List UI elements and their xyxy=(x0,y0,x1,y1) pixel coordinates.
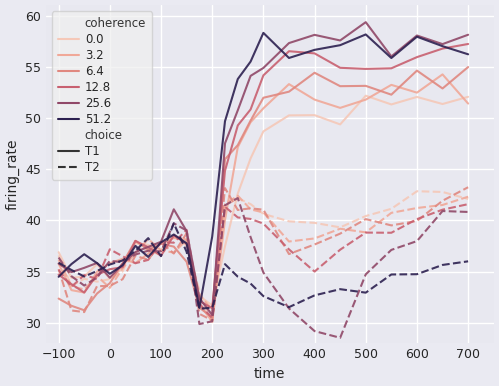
X-axis label: time: time xyxy=(254,367,285,381)
Y-axis label: firing_rate: firing_rate xyxy=(5,139,19,210)
Legend: coherence, 0.0, 3.2, 6.4, 12.8, 25.6, 51.2, choice, T1, T2: coherence, 0.0, 3.2, 6.4, 12.8, 25.6, 51… xyxy=(52,11,152,179)
